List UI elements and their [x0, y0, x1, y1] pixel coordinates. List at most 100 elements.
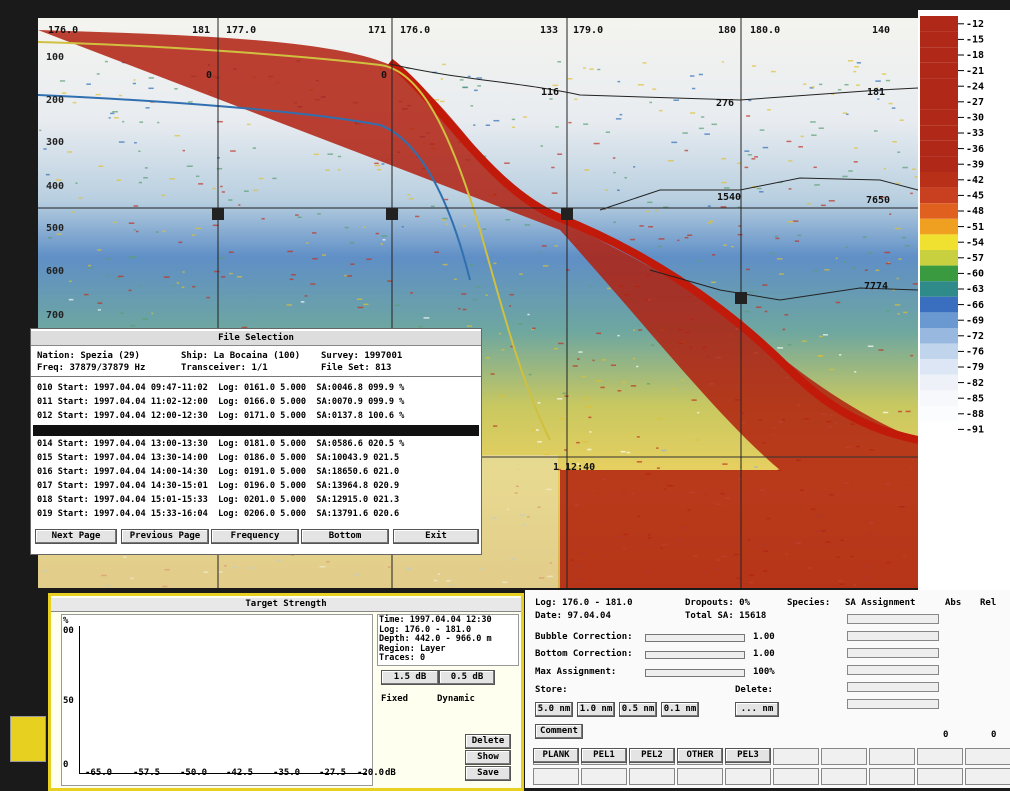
speckle [220, 185, 223, 188]
species-slot[interactable] [629, 768, 675, 785]
speckle [532, 327, 536, 330]
depth-label: 500 [46, 223, 64, 234]
speckle [300, 301, 305, 303]
slider[interactable] [645, 634, 745, 642]
depth-label: 400 [46, 181, 64, 192]
layer-line [37, 41, 551, 441]
delete-button[interactable]: ... nm [735, 702, 779, 717]
dialog-button[interactable]: Previous Page [121, 529, 209, 544]
app-icon[interactable] [10, 716, 46, 762]
speckle [96, 73, 100, 75]
step-button[interactable]: 1.5 dB [381, 670, 439, 685]
file-row[interactable]: 014 Start: 1997.04.04 13:00-13:30 Log: 0… [37, 439, 405, 449]
file-row[interactable]: 010 Start: 1997.04.04 09:47-11:02 Log: 0… [37, 383, 405, 393]
species-slot[interactable] [773, 748, 819, 765]
species-slot[interactable] [965, 768, 1010, 785]
speckle [813, 166, 817, 169]
species-slot[interactable] [725, 768, 771, 785]
assignment-slider[interactable] [847, 665, 939, 675]
assignment-slider[interactable] [847, 614, 939, 624]
slider[interactable] [645, 669, 745, 677]
mode-option[interactable]: Dynamic [437, 694, 475, 704]
max-value: 100% [753, 667, 775, 677]
species-button[interactable]: PEL1 [581, 748, 627, 763]
species-slot[interactable] [773, 768, 819, 785]
file-row[interactable]: 012 Start: 1997.04.04 12:00-12:30 Log: 0… [37, 411, 405, 421]
species-button[interactable]: PEL2 [629, 748, 675, 763]
assignment-slider[interactable] [847, 631, 939, 641]
speckle [350, 263, 355, 265]
species-button[interactable]: PLANK [533, 748, 579, 763]
action-button[interactable]: Save [465, 766, 511, 781]
species-slot[interactable] [821, 768, 867, 785]
speckle [72, 101, 77, 104]
speckle [814, 270, 818, 272]
speckle [689, 75, 695, 77]
assignment-slider[interactable] [847, 682, 939, 692]
store-button[interactable]: 0.5 nm [619, 702, 657, 717]
comment-button[interactable]: Comment [535, 724, 583, 739]
speckle [133, 79, 136, 81]
slider[interactable] [645, 651, 745, 659]
store-button[interactable]: 1.0 nm [577, 702, 615, 717]
selected-row[interactable] [33, 425, 479, 436]
assignment-slider[interactable] [847, 648, 939, 658]
store-button[interactable]: 5.0 nm [535, 702, 573, 717]
speckle [106, 258, 111, 260]
scale-label: -42 [966, 175, 984, 186]
speckle [896, 182, 901, 185]
speckle [878, 196, 885, 198]
mode-option[interactable]: Fixed [381, 694, 409, 704]
dialog-button[interactable]: Frequency [211, 529, 299, 544]
region-label: 276 [716, 98, 734, 109]
speckle [844, 83, 849, 86]
speckle [754, 466, 758, 468]
species-slot[interactable] [965, 748, 1010, 765]
speckle [118, 141, 125, 143]
speckle [828, 200, 835, 202]
speckle [509, 305, 512, 307]
species-slot[interactable] [917, 748, 963, 765]
speckle [493, 119, 500, 122]
speckle [802, 340, 807, 342]
speckle [764, 310, 768, 313]
species-slot[interactable] [869, 748, 915, 765]
speckle [617, 189, 620, 192]
scale-band [920, 62, 958, 79]
species-button[interactable]: PEL3 [725, 748, 771, 763]
speckle [721, 157, 727, 160]
species-button[interactable]: OTHER [677, 748, 723, 763]
speckle [337, 168, 341, 171]
species-slot[interactable] [533, 768, 579, 785]
speckle [646, 383, 651, 385]
file-row[interactable]: 019 Start: 1997.04.04 15:33-16:04 Log: 0… [37, 509, 400, 519]
store-button[interactable]: 0.1 nm [661, 702, 699, 717]
dialog-button[interactable]: Next Page [35, 529, 117, 544]
step-button[interactable]: 0.5 dB [439, 670, 495, 685]
speckle [798, 146, 803, 148]
file-row[interactable]: 015 Start: 1997.04.04 13:30-14:00 Log: 0… [37, 453, 400, 463]
speckle [596, 332, 601, 335]
speckle [576, 463, 580, 465]
scale-band [920, 281, 958, 297]
species-slot[interactable] [821, 748, 867, 765]
speckle [178, 241, 183, 244]
file-row[interactable]: 017 Start: 1997.04.04 14:30-15:01 Log: 0… [37, 481, 400, 491]
species-slot[interactable] [677, 768, 723, 785]
dialog-button[interactable]: Bottom [301, 529, 389, 544]
assignment-slider[interactable] [847, 699, 939, 709]
file-row[interactable]: 011 Start: 1997.04.04 11:02-12:00 Log: 0… [37, 397, 405, 407]
species-slot[interactable] [869, 768, 915, 785]
top-label: 179.0 [573, 25, 603, 36]
species-slot[interactable] [581, 768, 627, 785]
action-button[interactable]: Show [465, 750, 511, 765]
species-slot[interactable] [917, 768, 963, 785]
speckle [238, 204, 241, 206]
action-button[interactable]: Delete [465, 734, 511, 749]
file-row[interactable]: 016 Start: 1997.04.04 14:00-14:30 Log: 0… [37, 467, 400, 477]
speckle [541, 245, 547, 247]
speckle [83, 293, 89, 296]
dialog-button[interactable]: Exit [393, 529, 479, 544]
speckle [394, 304, 401, 307]
file-row[interactable]: 018 Start: 1997.04.04 15:01-15:33 Log: 0… [37, 495, 400, 505]
